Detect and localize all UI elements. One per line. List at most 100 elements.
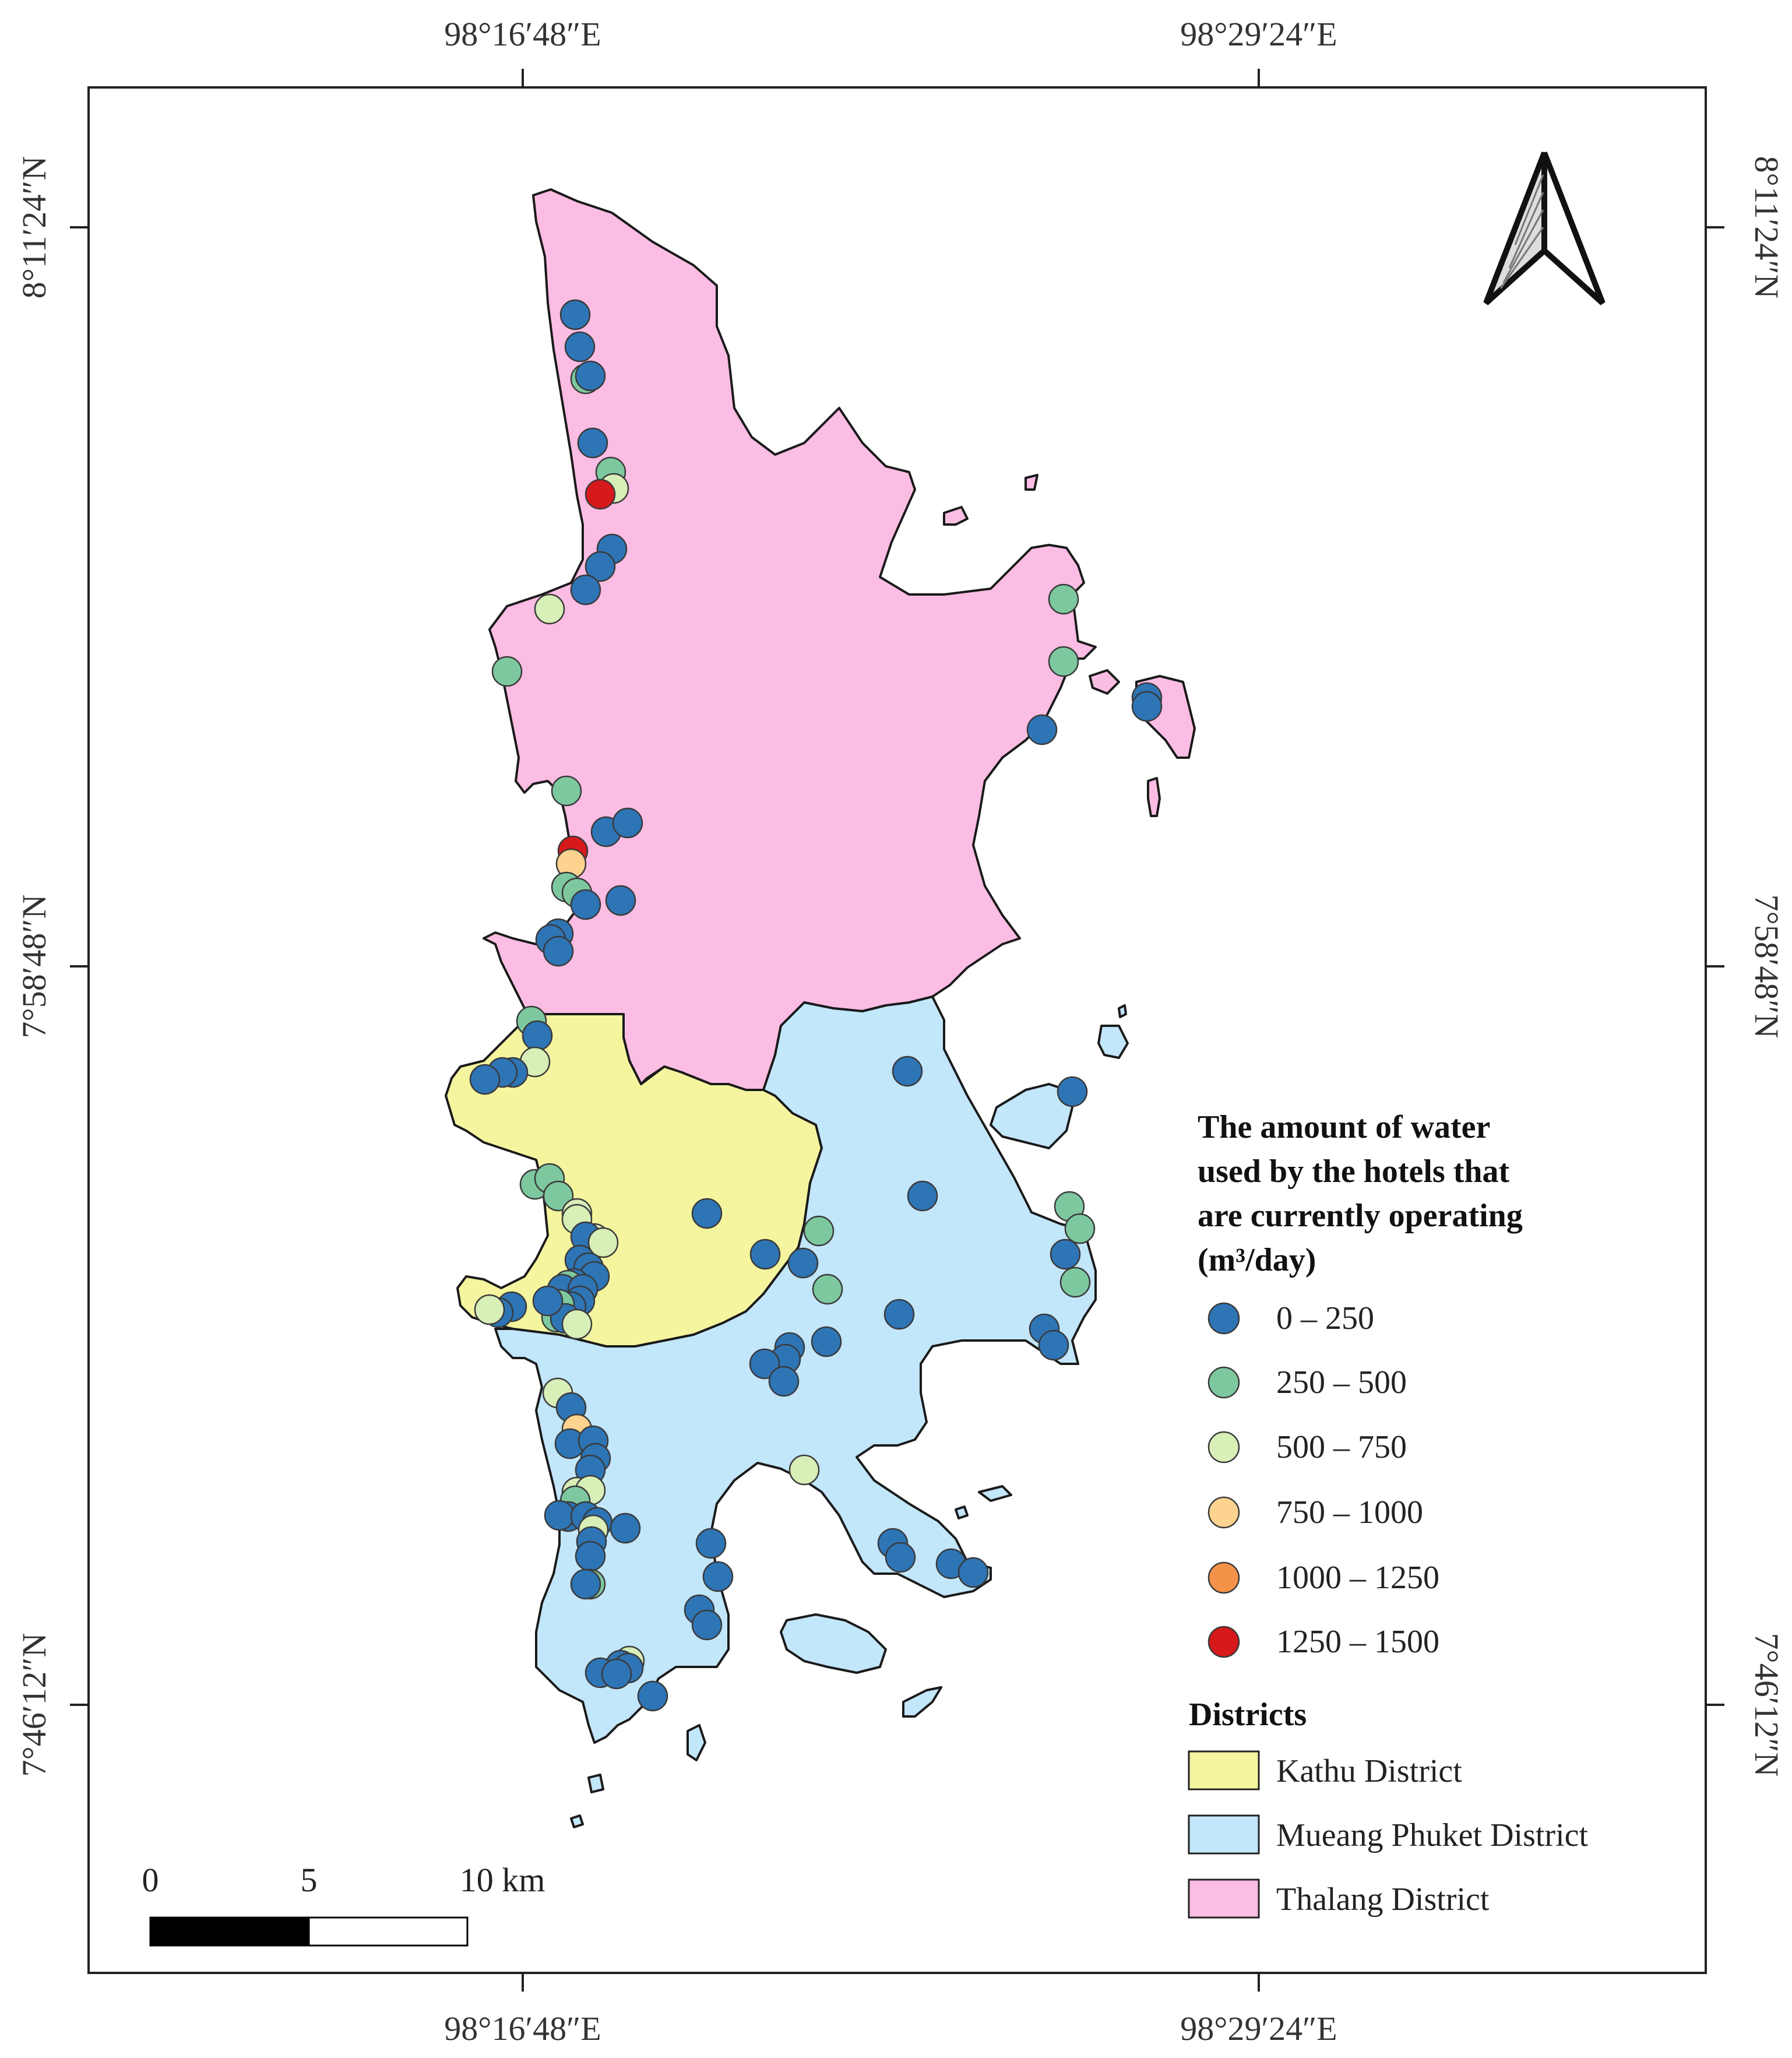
legend-districts-title: Districts [1189, 1697, 1307, 1733]
legend-swatch-500-750 [1207, 1431, 1240, 1464]
hotel-point [532, 1285, 564, 1317]
hotel-point [610, 1512, 641, 1544]
scale-label-0: 0 [142, 1861, 159, 1899]
island-shape [686, 1724, 706, 1761]
legend-class-label: 500 – 750 [1276, 1429, 1407, 1465]
hotel-point [1064, 1213, 1096, 1244]
hotel-point [601, 1658, 632, 1690]
hotel-point [1057, 1076, 1088, 1107]
island-shape [978, 1485, 1012, 1502]
hotel-point [695, 1528, 727, 1559]
hotel-point [1038, 1329, 1069, 1361]
island-shape [587, 1774, 604, 1793]
left-lat-label: 7°46′12″N [15, 1633, 53, 1777]
hotel-point [585, 551, 616, 582]
hotel-point [577, 427, 608, 459]
hotel-point [561, 1308, 593, 1340]
left-lat-label: 7°58′48″N [15, 895, 53, 1039]
hotel-point [883, 1299, 915, 1330]
north-arrow-icon [1483, 152, 1606, 305]
hotel-point [811, 1326, 842, 1357]
graticule-ticks [70, 69, 1724, 1992]
hotel-point [469, 1064, 501, 1095]
hotel-point [1048, 583, 1079, 615]
legend-district-label: Kathu District [1276, 1753, 1462, 1789]
hotel-point [1050, 1239, 1081, 1270]
legend-swatch-250-500 [1207, 1366, 1240, 1399]
legend-district-label: Mueang Phuket District [1276, 1817, 1588, 1853]
legend-swatch-1000-1250 [1207, 1561, 1240, 1594]
legend-swatch-mueang-phuket [1188, 1814, 1260, 1855]
hotel-point [1131, 691, 1163, 722]
hotel-point [570, 889, 601, 920]
legend-class-label: 750 – 1000 [1276, 1494, 1423, 1531]
hotel-point [544, 1500, 575, 1531]
hotel-point [1048, 646, 1079, 677]
hotel-point [749, 1239, 781, 1270]
legend-water-title-line: used by the hotels that [1198, 1153, 1510, 1190]
top-lon-label: 98°16′48″E [444, 15, 601, 53]
island-shape [943, 506, 969, 526]
legend-water-title-line: are currently operating [1198, 1198, 1523, 1234]
island-shape [1147, 777, 1161, 817]
left-lat-label: 8°11′24″N [15, 156, 53, 299]
legend-swatch-thalang [1188, 1878, 1260, 1919]
right-lat-label: 7°58′48″N [1748, 895, 1786, 1039]
hotel-point [768, 1366, 800, 1397]
island-shape [1097, 1025, 1129, 1059]
hotel-point [691, 1198, 723, 1229]
legend-water-title-line: The amount of water [1198, 1109, 1490, 1145]
scale-segment-white [308, 1916, 469, 1947]
legend-districts: Districts Kathu District Mueang Phuket D… [1188, 1697, 1588, 1919]
hotel-point [787, 1247, 819, 1279]
scale-segment-black [149, 1916, 310, 1947]
legend-class-label: 250 – 500 [1276, 1364, 1407, 1401]
island-shape [780, 1613, 887, 1674]
hotel-point [575, 1540, 606, 1572]
hotel-point [957, 1557, 989, 1588]
hotel-point [637, 1680, 668, 1712]
legend-class-label: 1250 – 1500 [1276, 1624, 1439, 1660]
hotel-point [570, 574, 601, 606]
right-lat-label: 7°46′12″N [1748, 1633, 1786, 1777]
island-shape [990, 1083, 1073, 1149]
hotel-point [749, 1348, 780, 1380]
hotel-point [575, 360, 606, 392]
legend-water-title-line: (m³/day) [1198, 1242, 1316, 1278]
scale-label-10km: 10 km [460, 1861, 545, 1899]
island-shape [902, 1686, 942, 1718]
hotel-point [907, 1180, 938, 1212]
hotel-point [612, 807, 643, 839]
hotel-points [469, 299, 1163, 1712]
hotel-point [534, 593, 565, 625]
island-shape [1089, 669, 1120, 695]
hotel-point [551, 775, 582, 807]
hotel-point [491, 656, 523, 687]
right-lat-label: 8°11′24″N [1748, 156, 1786, 299]
hotel-point [559, 299, 591, 330]
hotel-point [788, 1454, 820, 1486]
legend-district-label: Thalang District [1276, 1881, 1490, 1918]
hotel-point [564, 331, 596, 363]
hotel-point [1026, 714, 1058, 745]
hotel-point [543, 935, 574, 967]
island-shape [1024, 474, 1038, 491]
hotel-point [522, 1020, 553, 1051]
legend-swatch-1250-1500 [1207, 1626, 1240, 1658]
legend-swatch-kathu [1188, 1750, 1260, 1790]
hotel-point [885, 1542, 916, 1573]
legend-swatch-750-1000 [1207, 1496, 1240, 1529]
scale-bar: 0 5 10 km [142, 1861, 545, 1947]
island-shape [1118, 1004, 1127, 1018]
hotel-point [605, 885, 636, 916]
legend-swatch-0-250 [1207, 1302, 1240, 1335]
hotel-point [892, 1056, 923, 1087]
island-shape [570, 1814, 584, 1828]
hotel-point [803, 1215, 835, 1247]
hotel-point [585, 479, 616, 510]
hotel-point [474, 1294, 505, 1325]
scale-label-5: 5 [301, 1861, 318, 1899]
hotel-point [1059, 1267, 1091, 1298]
hotel-point [812, 1274, 843, 1305]
